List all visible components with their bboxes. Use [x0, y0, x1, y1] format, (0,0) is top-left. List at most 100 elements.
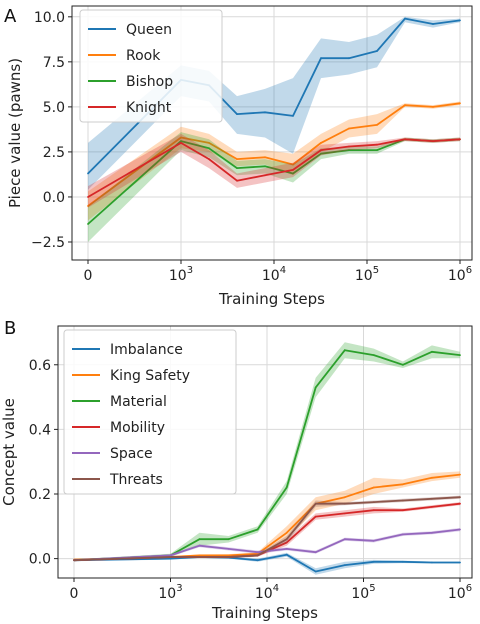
data-point [256, 551, 259, 554]
data-point [402, 560, 404, 563]
data-point [376, 149, 378, 152]
x-tick-label-base: 10 [355, 268, 373, 284]
x-tick-label-base: 10 [262, 268, 280, 284]
data-point [320, 57, 322, 60]
data-point [236, 179, 238, 182]
series-line-rook [87, 102, 461, 207]
data-point [431, 561, 433, 564]
confidence-band-rook [88, 101, 460, 221]
legend: Queen Rook Bishop Knight [79, 9, 223, 123]
data-point [343, 564, 346, 566]
data-point [264, 165, 266, 168]
data-point [87, 205, 89, 207]
data-point [320, 152, 322, 155]
series-line-material [73, 349, 461, 562]
data-point [169, 554, 172, 557]
data-point [236, 158, 238, 161]
data-point [87, 223, 89, 225]
x-axis-label: Training Steps [218, 290, 325, 308]
data-point [432, 23, 434, 25]
y-tick-label: 0.6 [29, 358, 51, 374]
legend-label-knight: Knight [126, 100, 172, 116]
plot-frame [71, 5, 473, 261]
y-tick-label: 0.4 [29, 422, 51, 438]
legend-label-material: Material [110, 394, 167, 410]
legend-label-rook: Rook [126, 48, 161, 64]
data-point [372, 354, 375, 356]
confidence-band-queen [88, 16, 460, 190]
data-point [404, 104, 406, 106]
legend-label-bishop: Bishop [126, 74, 173, 90]
data-point [431, 506, 433, 508]
legend-label-imbalance: Imbalance [110, 342, 183, 358]
x-tick-label-exponent: 6 [466, 583, 472, 594]
data-point [236, 113, 238, 115]
y-axis-label: Concept value [0, 398, 18, 506]
data-point [348, 127, 350, 130]
data-point [343, 512, 346, 515]
data-point [459, 496, 461, 499]
data-point [180, 142, 182, 144]
data-point [372, 539, 375, 542]
panel-label: B [4, 318, 16, 339]
data-point [256, 559, 259, 562]
x-tick-label-exponent: 3 [187, 265, 193, 276]
data-point [285, 531, 288, 534]
data-point [73, 559, 75, 562]
y-tick-label: 2.5 [43, 145, 65, 161]
series-space [73, 527, 461, 562]
data-point [227, 554, 230, 557]
data-point [256, 528, 259, 531]
data-point [376, 143, 378, 146]
y-tick-label: 7.5 [43, 55, 65, 71]
x-tick-label: 104 [255, 583, 279, 602]
panel-label: A [4, 6, 17, 27]
data-point [459, 502, 461, 505]
data-point [198, 538, 201, 541]
x-tick-label: 103 [158, 583, 182, 602]
data-point [372, 486, 375, 489]
data-point [264, 111, 266, 114]
data-point [343, 496, 346, 499]
legend-box [63, 329, 237, 495]
y-tick-label: 5.0 [43, 100, 65, 116]
data-point [208, 147, 210, 150]
data-point [285, 486, 288, 489]
data-point [404, 17, 406, 20]
x-tick-label-exponent: 4 [273, 583, 279, 594]
legend-label-space: Space [110, 446, 153, 462]
legend-label-threats: Threats [109, 472, 163, 488]
y-tick-label: 0.2 [29, 487, 51, 503]
legend-box [79, 9, 223, 123]
data-point [348, 149, 350, 152]
data-point [180, 136, 182, 139]
data-point [256, 554, 259, 557]
data-point [404, 138, 406, 141]
data-point [314, 386, 317, 389]
data-point [431, 497, 433, 500]
data-point [285, 553, 288, 556]
confidence-band-knight [88, 133, 460, 208]
x-tick-label-base: 10 [158, 586, 176, 602]
data-point [431, 350, 433, 353]
data-point [402, 533, 404, 536]
data-point [87, 196, 89, 198]
data-point [459, 473, 461, 476]
data-point [227, 548, 230, 550]
data-point [292, 172, 294, 175]
y-tick-label: 0.0 [29, 552, 51, 568]
data-point [227, 556, 230, 558]
confidence-band-king-safety [74, 471, 460, 561]
x-tick-label: 105 [351, 583, 375, 602]
series-rook [87, 101, 461, 221]
data-point [459, 19, 461, 22]
y-tick-label: 10.0 [34, 10, 65, 26]
data-point [348, 145, 350, 148]
x-tick-label: 106 [448, 265, 472, 284]
data-point [264, 174, 266, 177]
legend-label-king-safety: King Safety [110, 368, 190, 384]
data-point [227, 538, 230, 541]
x-tick-label-exponent: 4 [280, 265, 286, 276]
